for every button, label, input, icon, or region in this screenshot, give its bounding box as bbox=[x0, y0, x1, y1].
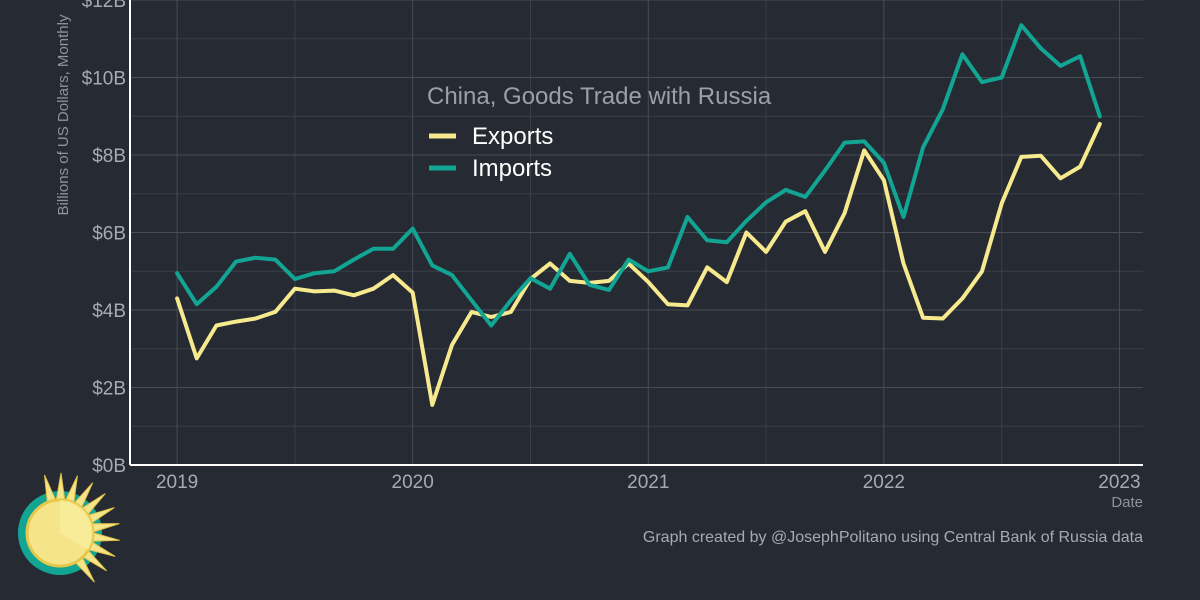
series-line-exports bbox=[175, 122, 1102, 407]
legend-label-exports: Exports bbox=[472, 123, 553, 150]
y-axis-ticks: $0B $2B $4B $6B $8B $10B $12B bbox=[82, 0, 126, 477]
sun-ray bbox=[91, 523, 120, 533]
y-tick-label: $6B bbox=[92, 224, 126, 245]
sun-rays bbox=[44, 472, 120, 583]
legend: China, Goods Trade with Russia Exports Im… bbox=[427, 83, 772, 182]
y-tick-label: $12B bbox=[82, 0, 126, 12]
y-tick-label: $0B bbox=[92, 456, 126, 477]
y-tick-label: $10B bbox=[82, 69, 126, 90]
caption: Graph created by @JosephPolitano using C… bbox=[643, 529, 1143, 546]
x-tick-label: 2019 bbox=[156, 472, 198, 493]
series-lines bbox=[175, 23, 1102, 407]
y-axis-title: Billions of US Dollars, Monthly bbox=[55, 14, 72, 215]
sun-logo bbox=[18, 472, 120, 583]
legend-items: Exports Imports bbox=[429, 123, 553, 182]
x-tick-label: 2020 bbox=[392, 472, 434, 493]
x-tick-label: 2023 bbox=[1098, 472, 1140, 493]
x-tick-label: 2021 bbox=[627, 472, 669, 493]
sun-logo-shade bbox=[60, 500, 93, 550]
y-tick-label: $4B bbox=[92, 301, 126, 322]
x-axis-title: Date bbox=[1111, 494, 1143, 511]
grid-major bbox=[130, 0, 1143, 466]
x-axis-ticks: 2019 2020 2021 2022 2023 bbox=[156, 472, 1141, 493]
legend-title: China, Goods Trade with Russia bbox=[427, 83, 772, 110]
y-tick-label: $2B bbox=[92, 379, 126, 400]
sun-ray bbox=[91, 532, 120, 542]
sun-ray bbox=[55, 472, 66, 501]
x-tick-label: 2022 bbox=[863, 472, 905, 493]
legend-label-imports: Imports bbox=[472, 155, 552, 182]
series-line-imports bbox=[175, 23, 1102, 328]
y-tick-label: $8B bbox=[92, 146, 126, 167]
